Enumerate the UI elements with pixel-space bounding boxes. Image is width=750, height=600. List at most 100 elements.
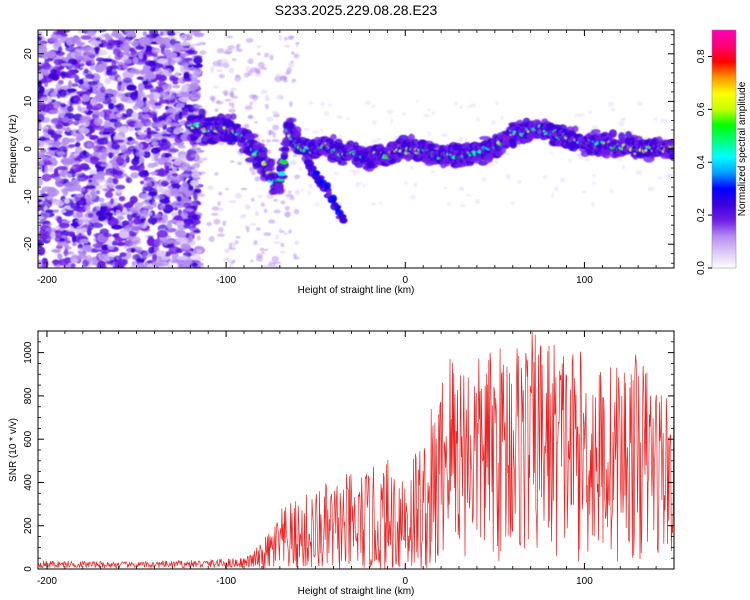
heat-blob-1400 bbox=[156, 121, 165, 128]
heat-blob-2023 bbox=[294, 240, 300, 245]
heat-blob-1991 bbox=[202, 42, 207, 45]
heat-blob-1976 bbox=[278, 228, 283, 234]
heat-blob-2056 bbox=[199, 50, 207, 55]
heat-blob-1692 bbox=[134, 142, 144, 151]
heat-blob-2150 bbox=[464, 138, 468, 142]
heat-blob-1492 bbox=[39, 69, 49, 76]
heat-blob-1175 bbox=[168, 246, 181, 255]
heat-blob-1279 bbox=[69, 98, 74, 107]
heat-blob-833 bbox=[137, 82, 145, 92]
heat-blob-1542 bbox=[78, 127, 90, 135]
heat-blob-2018 bbox=[218, 74, 225, 79]
heat-blob-1086 bbox=[104, 191, 114, 199]
heat-blob-1772 bbox=[45, 227, 57, 233]
heat-blob-1534 bbox=[48, 38, 59, 43]
heat-blob-1113 bbox=[41, 200, 53, 208]
heat-blob-1664 bbox=[163, 70, 170, 75]
heat-blob-1591 bbox=[157, 259, 170, 267]
heat-blob-1007 bbox=[122, 70, 135, 80]
heat-blob-933 bbox=[106, 152, 115, 158]
heat-blob-2063 bbox=[336, 115, 343, 119]
heat-blob-2090 bbox=[653, 117, 658, 121]
heat-blob-1255 bbox=[183, 224, 192, 229]
heat-blob-2100 bbox=[488, 163, 495, 167]
heat-blob-1496 bbox=[159, 99, 170, 104]
heat-blob-1120 bbox=[42, 125, 48, 130]
heat-blob-1407 bbox=[53, 200, 64, 207]
heat-blob-1896 bbox=[223, 257, 231, 262]
heat-blob-1670 bbox=[179, 42, 191, 46]
heat-blob-2160 bbox=[327, 103, 332, 107]
heat-blob-1147 bbox=[90, 155, 99, 165]
heat-blob-2110 bbox=[591, 174, 597, 178]
heat-blob-1671 bbox=[116, 112, 123, 118]
heat-blob-2060 bbox=[431, 111, 435, 116]
heat-blob-2166 bbox=[506, 174, 511, 180]
heat-blob-1475 bbox=[180, 264, 192, 268]
heat-blob-1680 bbox=[89, 64, 98, 71]
heat-blob-1741 bbox=[115, 190, 123, 194]
heat-blob-2179 bbox=[386, 109, 394, 115]
heat-blob-1698 bbox=[141, 200, 149, 205]
heat-blob-1502 bbox=[137, 129, 143, 135]
heat-blob-1764 bbox=[113, 139, 125, 143]
heat-blob-2085 bbox=[584, 158, 591, 161]
heat-blob-3328 bbox=[509, 138, 517, 145]
heat-blob-2065 bbox=[423, 113, 430, 117]
heat-blob-1756 bbox=[69, 231, 74, 238]
heat-blob-1022 bbox=[91, 222, 104, 229]
heat-blob-813 bbox=[126, 212, 134, 221]
heat-blob-2721 bbox=[334, 138, 343, 146]
heat-blob-2198 bbox=[447, 202, 452, 207]
heat-blob-2099 bbox=[374, 138, 382, 142]
heat-blob-1527 bbox=[67, 58, 78, 65]
heat-blob-1913 bbox=[215, 100, 221, 104]
heat-blob-1412 bbox=[38, 41, 47, 50]
heat-blob-1885 bbox=[256, 45, 262, 49]
heat-blob-1773 bbox=[80, 46, 90, 52]
heat-blob-1137 bbox=[191, 214, 201, 220]
heat-blob-1904 bbox=[288, 229, 292, 234]
heat-blob-1083 bbox=[111, 224, 123, 230]
heat-blob-1931 bbox=[217, 233, 225, 237]
heat-blob-1310 bbox=[150, 154, 156, 162]
heat-blob-1123 bbox=[38, 123, 42, 127]
heat-blob-1778 bbox=[70, 258, 79, 263]
heat-blob-3929 bbox=[335, 204, 342, 210]
heat-blob-2122 bbox=[390, 118, 394, 124]
heat-blob-1209 bbox=[182, 202, 193, 209]
heat-blob-1328 bbox=[68, 144, 77, 148]
heat-blob-1995 bbox=[293, 208, 300, 215]
heat-blob-2059 bbox=[260, 67, 268, 70]
heat-blob-2103 bbox=[656, 176, 663, 180]
heat-blob-2167 bbox=[510, 201, 515, 205]
heat-blob-1785 bbox=[180, 93, 192, 98]
heat-blob-2033 bbox=[231, 58, 237, 61]
heat-blob-2362 bbox=[233, 123, 242, 128]
heat-blob-1943 bbox=[213, 85, 219, 89]
heat-blob-1109 bbox=[109, 149, 116, 153]
heat-blob-1920 bbox=[251, 94, 259, 101]
heat-blob-1178 bbox=[106, 43, 113, 50]
heat-blob-1964 bbox=[243, 72, 250, 78]
heat-blob-1675 bbox=[117, 76, 123, 82]
heat-blob-2132 bbox=[338, 134, 343, 140]
heat-blob-1970 bbox=[249, 101, 253, 106]
heat-blob-1649 bbox=[47, 130, 57, 136]
heat-blob-1966 bbox=[275, 234, 279, 240]
heat-blob-1250 bbox=[123, 59, 132, 64]
heat-blob-1788 bbox=[56, 216, 63, 224]
heat-blob-952 bbox=[38, 234, 49, 240]
heat-blob-1520 bbox=[169, 75, 177, 82]
heat-blob-1886 bbox=[268, 219, 276, 224]
heat-blob-2105 bbox=[588, 110, 592, 115]
heat-blob-1948 bbox=[268, 130, 275, 135]
heat-blob-1872 bbox=[188, 71, 195, 76]
heat-blob-1347 bbox=[57, 258, 70, 266]
heat-blob-1610 bbox=[52, 259, 59, 266]
heat-blob-2171 bbox=[459, 188, 466, 191]
heat-blob-1550 bbox=[64, 220, 72, 224]
top-ytick-label-2: 0 bbox=[23, 146, 34, 152]
heat-blob-2124 bbox=[609, 188, 614, 194]
heat-blob-991 bbox=[138, 52, 143, 60]
